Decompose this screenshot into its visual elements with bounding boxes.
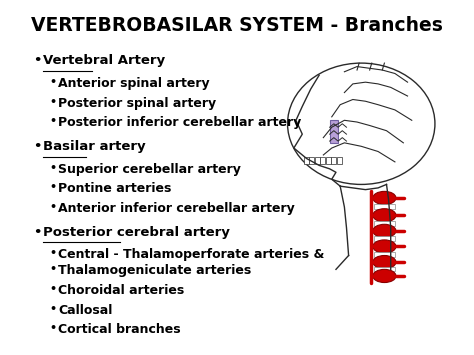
Text: Posterior spinal artery: Posterior spinal artery xyxy=(58,97,216,110)
FancyBboxPatch shape xyxy=(337,157,342,164)
Ellipse shape xyxy=(373,256,396,269)
FancyBboxPatch shape xyxy=(310,157,314,164)
Text: •: • xyxy=(50,264,57,274)
Text: Callosal: Callosal xyxy=(58,304,112,317)
Text: •: • xyxy=(50,163,57,173)
Text: Choroidal arteries: Choroidal arteries xyxy=(58,284,184,297)
Text: Posterior inferior cerebellar artery: Posterior inferior cerebellar artery xyxy=(58,116,301,130)
Text: •: • xyxy=(33,140,41,153)
Text: Basilar artery: Basilar artery xyxy=(43,140,146,153)
Text: •: • xyxy=(50,284,57,294)
Text: Thalamogeniculate arteries: Thalamogeniculate arteries xyxy=(58,264,251,277)
Text: •: • xyxy=(50,116,57,126)
Text: Posterior cerebral artery: Posterior cerebral artery xyxy=(43,226,230,239)
Ellipse shape xyxy=(373,269,396,283)
Text: •: • xyxy=(50,323,57,333)
Text: Anterior inferior cerebellar artery: Anterior inferior cerebellar artery xyxy=(58,202,295,215)
Text: •: • xyxy=(50,97,57,107)
FancyBboxPatch shape xyxy=(374,267,395,272)
Text: Pontine arteries: Pontine arteries xyxy=(58,182,172,195)
Ellipse shape xyxy=(373,224,396,237)
Text: •: • xyxy=(33,226,41,239)
FancyBboxPatch shape xyxy=(304,157,309,164)
Text: Central - Thalamoperforate arteries &: Central - Thalamoperforate arteries & xyxy=(58,248,324,261)
FancyBboxPatch shape xyxy=(326,157,331,164)
FancyBboxPatch shape xyxy=(374,236,395,241)
Text: Vertebral Artery: Vertebral Artery xyxy=(43,54,165,67)
Ellipse shape xyxy=(373,240,396,253)
FancyBboxPatch shape xyxy=(374,204,395,209)
FancyBboxPatch shape xyxy=(315,157,320,164)
Ellipse shape xyxy=(373,191,396,204)
FancyBboxPatch shape xyxy=(320,157,326,164)
Text: •: • xyxy=(50,202,57,212)
Text: •: • xyxy=(33,54,41,67)
Text: VERTEBROBASILAR SYSTEM - Branches: VERTEBROBASILAR SYSTEM - Branches xyxy=(31,16,443,35)
Text: •: • xyxy=(50,248,57,258)
Text: Superior cerebellar artery: Superior cerebellar artery xyxy=(58,163,241,176)
Polygon shape xyxy=(329,120,338,143)
FancyBboxPatch shape xyxy=(331,157,337,164)
FancyBboxPatch shape xyxy=(374,252,395,257)
Text: •: • xyxy=(50,304,57,314)
Ellipse shape xyxy=(373,209,396,222)
Text: Anterior spinal artery: Anterior spinal artery xyxy=(58,77,210,90)
FancyBboxPatch shape xyxy=(374,221,395,225)
Text: •: • xyxy=(50,182,57,192)
Text: •: • xyxy=(50,77,57,87)
Text: Cortical branches: Cortical branches xyxy=(58,323,181,337)
